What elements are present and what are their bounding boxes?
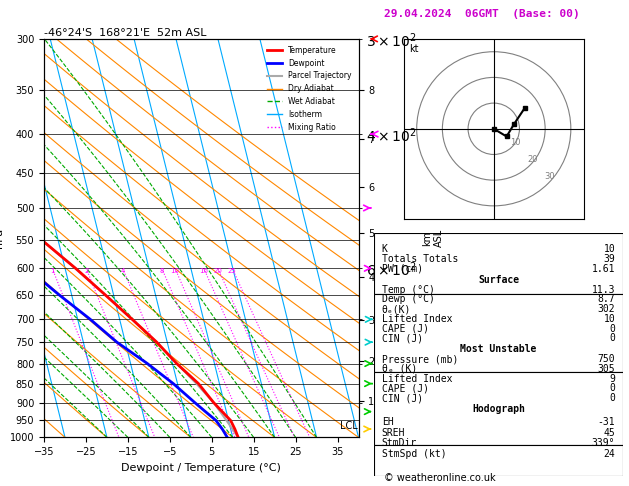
Text: 24: 24 [603,450,615,459]
X-axis label: Dewpoint / Temperature (°C): Dewpoint / Temperature (°C) [121,463,281,473]
Text: 8: 8 [160,268,164,274]
Text: K: K [382,244,387,254]
Text: Most Unstable: Most Unstable [460,345,537,354]
Text: CAPE (J): CAPE (J) [382,324,429,333]
Text: 302: 302 [598,304,615,314]
Text: CAPE (J): CAPE (J) [382,383,429,393]
Text: Pressure (mb): Pressure (mb) [382,354,458,364]
Text: Surface: Surface [478,275,519,285]
Text: 45: 45 [603,428,615,437]
Text: Hodograph: Hodograph [472,404,525,415]
Text: 16: 16 [199,268,208,274]
Text: Lifted Index: Lifted Index [382,374,452,383]
Text: 20: 20 [213,268,222,274]
Text: Totals Totals: Totals Totals [382,254,458,264]
Text: 25: 25 [228,268,237,274]
Text: 0: 0 [610,333,615,343]
FancyBboxPatch shape [374,445,623,476]
Text: 11.3: 11.3 [592,285,615,295]
Text: Dewp (°C): Dewp (°C) [382,295,435,304]
Text: 4: 4 [121,268,125,274]
Text: 9: 9 [610,374,615,383]
Text: Temp (°C): Temp (°C) [382,285,435,295]
Text: © weatheronline.co.uk: © weatheronline.co.uk [384,473,495,483]
Text: 1.61: 1.61 [592,263,615,274]
Text: 0: 0 [610,324,615,333]
Text: 305: 305 [598,364,615,374]
Text: 30: 30 [544,172,555,181]
Text: 1: 1 [50,268,55,274]
Text: 10: 10 [170,268,179,274]
Text: 10: 10 [603,314,615,324]
Y-axis label: km
ASL: km ASL [423,229,444,247]
Text: 29.04.2024  06GMT  (Base: 00): 29.04.2024 06GMT (Base: 00) [384,9,579,19]
Text: θₑ (K): θₑ (K) [382,364,417,374]
Text: 8.7: 8.7 [598,295,615,304]
Text: CIN (J): CIN (J) [382,333,423,343]
Text: 10: 10 [511,139,521,147]
Text: 20: 20 [527,155,538,164]
Text: SREH: SREH [382,428,405,437]
Legend: Temperature, Dewpoint, Parcel Trajectory, Dry Adiabat, Wet Adiabat, Isotherm, Mi: Temperature, Dewpoint, Parcel Trajectory… [264,43,355,135]
FancyBboxPatch shape [374,233,623,294]
Text: 0: 0 [610,383,615,393]
Text: CIN (J): CIN (J) [382,393,423,403]
FancyBboxPatch shape [374,372,623,445]
Text: -31: -31 [598,417,615,427]
Text: Lifted Index: Lifted Index [382,314,452,324]
Text: LCL: LCL [340,420,357,431]
Text: 39: 39 [603,254,615,264]
Text: 10: 10 [603,244,615,254]
Text: 0: 0 [610,393,615,403]
Text: PW (cm): PW (cm) [382,263,423,274]
Text: 339°: 339° [592,438,615,449]
Text: StmSpd (kt): StmSpd (kt) [382,450,447,459]
Text: kt: kt [409,44,418,54]
Text: θₑ(K): θₑ(K) [382,304,411,314]
Y-axis label: hPa: hPa [0,228,4,248]
FancyBboxPatch shape [374,294,623,372]
Text: 2: 2 [84,268,89,274]
Text: -46°24'S  168°21'E  52m ASL: -46°24'S 168°21'E 52m ASL [44,28,206,38]
Text: EH: EH [382,417,394,427]
Text: StmDir: StmDir [382,438,417,449]
Text: 750: 750 [598,354,615,364]
